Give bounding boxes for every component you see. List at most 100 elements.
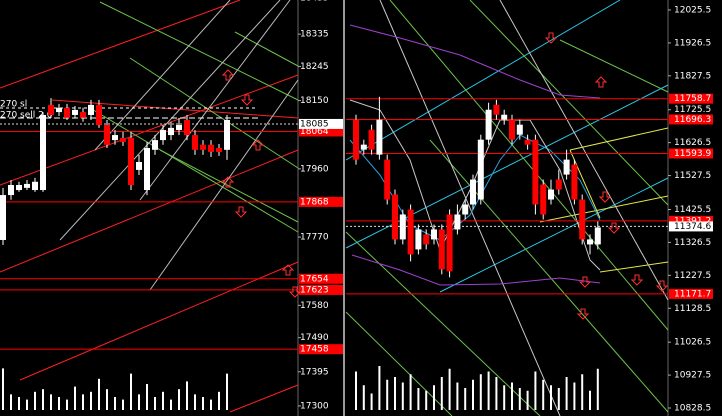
candle-body bbox=[392, 194, 398, 240]
volume-bar bbox=[74, 386, 76, 410]
candle-body bbox=[446, 214, 453, 272]
level-label: 11171.7 bbox=[674, 289, 711, 299]
signal-arrow bbox=[281, 264, 295, 276]
candle-body bbox=[160, 130, 166, 141]
trend-line bbox=[159, 149, 299, 223]
candle-body bbox=[152, 140, 158, 150]
trend-line bbox=[99, 1, 299, 101]
volume-bar bbox=[34, 391, 36, 410]
signal-arrow bbox=[221, 176, 235, 188]
volume-bar bbox=[378, 366, 381, 410]
volume-bar bbox=[511, 382, 513, 410]
signal-arrow bbox=[576, 308, 590, 320]
trend-line bbox=[389, 0, 669, 331]
level-label: 11758.7 bbox=[674, 94, 711, 104]
candle-body bbox=[360, 144, 367, 150]
candle-body bbox=[594, 227, 601, 245]
y-tick-label: 10927.5 bbox=[674, 371, 711, 381]
volume-bar bbox=[2, 368, 4, 410]
trend-line bbox=[59, 0, 281, 241]
panel: 18435 18335 18245 18150 17960 17770 17580 17490… bbox=[0, 0, 343, 413]
trend-line bbox=[139, 0, 291, 201]
candle-body bbox=[32, 181, 38, 191]
level-label-box bbox=[669, 288, 713, 299]
candle-body bbox=[168, 127, 174, 136]
candle-body bbox=[485, 109, 492, 140]
candle-body bbox=[353, 119, 359, 160]
volume-bar bbox=[394, 377, 396, 410]
y-tick-label: 18435 bbox=[300, 0, 329, 4]
volume-bar bbox=[503, 385, 506, 410]
y-tick-label: 17300 bbox=[300, 401, 329, 411]
volume-bar bbox=[362, 385, 365, 410]
volume-bar bbox=[210, 399, 212, 410]
candle-body bbox=[399, 214, 406, 240]
volume-bar bbox=[370, 393, 373, 410]
candle-body bbox=[454, 214, 461, 230]
y-tick-label: 11227.5 bbox=[674, 271, 711, 281]
volume-bar bbox=[557, 388, 560, 410]
candle-body bbox=[524, 139, 531, 145]
level-label-box bbox=[299, 284, 343, 295]
volume-bar bbox=[487, 371, 490, 410]
y-tick-label: 11128.5 bbox=[674, 304, 711, 314]
y-tick-label: 17490 bbox=[300, 333, 329, 343]
candle-body bbox=[470, 179, 476, 205]
candle-body bbox=[200, 144, 206, 150]
candle-body bbox=[104, 125, 110, 145]
candle-body bbox=[184, 119, 190, 136]
y-tick-label: 11827.5 bbox=[674, 71, 711, 81]
volume-bar bbox=[154, 397, 156, 410]
volume-bar bbox=[495, 377, 498, 410]
candle-body bbox=[462, 204, 469, 215]
volume-bar bbox=[138, 394, 140, 410]
volume-bar bbox=[456, 382, 459, 410]
candle-body bbox=[176, 125, 182, 131]
volume-bar bbox=[122, 399, 124, 410]
y-tick-label: 17770 bbox=[300, 233, 329, 243]
trend-line bbox=[599, 261, 669, 273]
candle-body bbox=[509, 119, 515, 140]
volume-bar bbox=[218, 391, 220, 410]
trend-line bbox=[559, 39, 669, 93]
y-tick-label: 11326.5 bbox=[674, 238, 711, 248]
volume-bar bbox=[146, 384, 148, 410]
candle-body bbox=[192, 135, 198, 150]
candle-body bbox=[208, 144, 214, 152]
volume-bar bbox=[106, 389, 108, 410]
volume-bar bbox=[589, 390, 591, 410]
volume-bar bbox=[50, 394, 52, 410]
volume-bar bbox=[409, 374, 412, 410]
candle-body bbox=[112, 135, 118, 141]
level-label-box bbox=[669, 114, 713, 125]
level-label: 11593.9 bbox=[674, 149, 711, 159]
candle-body bbox=[368, 129, 375, 150]
y-tick-label: 17395 bbox=[300, 367, 329, 377]
candle-body bbox=[96, 104, 102, 126]
candle-body bbox=[136, 162, 142, 170]
candle-body bbox=[548, 189, 554, 200]
volume-bar bbox=[42, 389, 44, 410]
y-tick-label: 18150 bbox=[300, 96, 329, 106]
y-tick-label: 10828.5 bbox=[674, 404, 711, 414]
trend-line bbox=[469, 0, 669, 206]
volume-bar bbox=[581, 374, 584, 410]
candle-body bbox=[56, 107, 62, 113]
volume-bar bbox=[66, 399, 68, 410]
volume-bar bbox=[401, 382, 404, 410]
level-label: 17458 bbox=[300, 345, 329, 355]
volume-bar bbox=[425, 390, 428, 410]
candle-body bbox=[587, 239, 593, 245]
volume-bar bbox=[194, 394, 196, 410]
candle-body bbox=[407, 209, 414, 255]
candle-body bbox=[88, 104, 94, 115]
volume-bar bbox=[534, 371, 537, 410]
trend-line bbox=[569, 149, 601, 219]
trend-line bbox=[539, 195, 669, 223]
volume-bar bbox=[433, 385, 435, 410]
signal-arrow bbox=[598, 191, 612, 203]
candle-body bbox=[8, 185, 14, 196]
